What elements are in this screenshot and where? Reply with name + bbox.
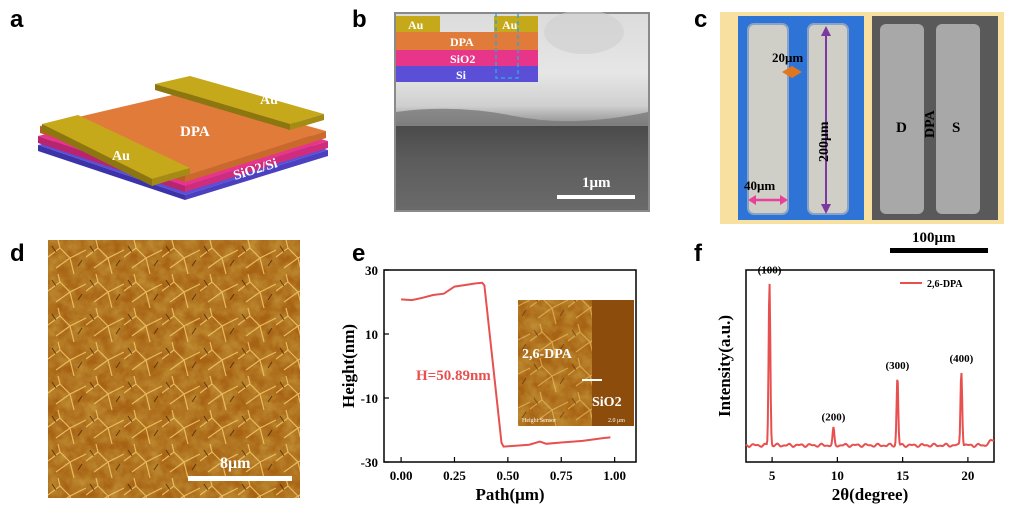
drain-electrode: [880, 24, 924, 214]
layer-stack-legend: Au Au DPA SiO2 Si: [396, 12, 538, 82]
drain-label: D: [896, 120, 907, 136]
dpa-label: DPA: [180, 124, 210, 140]
sem-cross-section: Au Au DPA SiO2 Si 1μm: [394, 12, 650, 212]
sem-scale-label: 1μm: [582, 175, 611, 191]
optical-scale-label: 100μm: [912, 230, 956, 246]
e-xtick-label: 0.00: [390, 468, 413, 483]
optical-micrographs: 20μm 200μm 40μm D DPA S 100μm: [720, 12, 1004, 253]
panel-label-b: b: [352, 6, 367, 33]
xrd-axes: 5 10 15 20 2θ(degree) Intensity(a.u.) (100) (20…: [715, 265, 995, 504]
f-legend-label: 2,6-DPA: [927, 279, 963, 290]
region-highlight-box: [495, 12, 519, 79]
f-peak-label: (300): [885, 360, 909, 372]
panel-label-e: e: [352, 240, 366, 267]
f-y-axis-label: Intensity(a.u.): [715, 315, 734, 417]
e-x-axis-label: Path(μm): [475, 485, 544, 504]
source-label: S: [952, 120, 960, 136]
channel-dpa-label: DPA: [923, 109, 938, 138]
e-ytick-label: -10: [361, 391, 378, 406]
source-electrode: [936, 24, 980, 214]
f-xtick-label: 10: [831, 468, 844, 483]
panel-label-f: f: [694, 240, 702, 267]
f-peak-label: (200): [822, 412, 846, 424]
e-ytick-label: 30: [365, 263, 378, 278]
device-schematic: Au Au DPA SiO2/Si: [38, 76, 328, 200]
f-peak-label: (100): [758, 265, 782, 277]
panel-label-c: c: [694, 6, 708, 33]
f-peak-label: (400): [949, 353, 973, 365]
e-plot-frame: [383, 269, 637, 463]
gap-dimension: 20μm: [772, 50, 803, 65]
length-dimension: 200μm: [817, 121, 832, 162]
f-xtick-label: 5: [769, 468, 776, 483]
film-interface: [396, 108, 648, 130]
f-diffraction-curve: [745, 283, 995, 449]
layer-dpa: DPA: [450, 35, 474, 49]
inset-caption: Height Sensor: [522, 418, 556, 424]
afm-scale-bar: [188, 476, 292, 481]
panel-label-d: d: [10, 240, 25, 267]
layer-sio2: SiO2: [450, 52, 475, 66]
e-xtick-label: 1.00: [603, 468, 626, 483]
layer-si: Si: [456, 68, 467, 82]
e-xtick-label: 0.50: [496, 468, 519, 483]
au-right-label: Au: [260, 93, 278, 108]
thickness-annotation: H=50.89nm: [416, 368, 491, 384]
f-xtick-label: 15: [896, 468, 910, 483]
e-height-profile-line: [401, 281, 611, 448]
electrode-left-optical: [747, 23, 789, 215]
afm-inset: 2,6-DPA SiO2 Height Sensor 2.0 μm: [518, 300, 634, 426]
inset-scale-label: 2.0 μm: [608, 418, 625, 424]
sio2-region: [592, 300, 634, 426]
gap-arrow: [782, 66, 802, 78]
afm-scale-label: 8μm: [220, 455, 251, 472]
optical-scale-bar: [890, 248, 988, 253]
e-xtick-label: 0.75: [550, 468, 573, 483]
inset-substrate-label: SiO2: [592, 395, 622, 410]
xrd-chart: 5 10 15 20 2θ(degree) Intensity(a.u.) (100) (20…: [715, 265, 995, 504]
height-profile-axes: 0.00 0.25 0.50 0.75 1.00 30 10 -10 -30 Path(μm) He…: [340, 263, 637, 504]
electrode-right-optical: [807, 23, 849, 215]
inset-material-label: 2,6-DPA: [522, 347, 573, 362]
e-ytick-label: 10: [365, 327, 378, 342]
au-electrode-right: [155, 76, 324, 130]
au-left-label: Au: [112, 149, 130, 164]
height-profile-chart: 0.00 0.25 0.50 0.75 1.00 30 10 -10 -30 Path(μm) He…: [340, 263, 637, 504]
e-y-axis-label: Height(nm): [340, 324, 358, 408]
sem-scale-bar: [557, 195, 635, 199]
panel-label-a: a: [10, 6, 24, 33]
layer-au-right: Au: [502, 18, 518, 32]
f-xtick-label: 20: [961, 468, 974, 483]
au-electrode-left: [42, 115, 190, 186]
e-ytick-label: -30: [361, 455, 378, 470]
layer-au-left: Au: [408, 18, 424, 32]
f-plot-frame: [745, 269, 995, 463]
e-xtick-label: 0.25: [443, 468, 466, 483]
f-x-axis-label: 2θ(degree): [832, 485, 909, 504]
width-dimension: 40μm: [744, 178, 775, 193]
afm-topography: 8μm: [48, 240, 300, 498]
